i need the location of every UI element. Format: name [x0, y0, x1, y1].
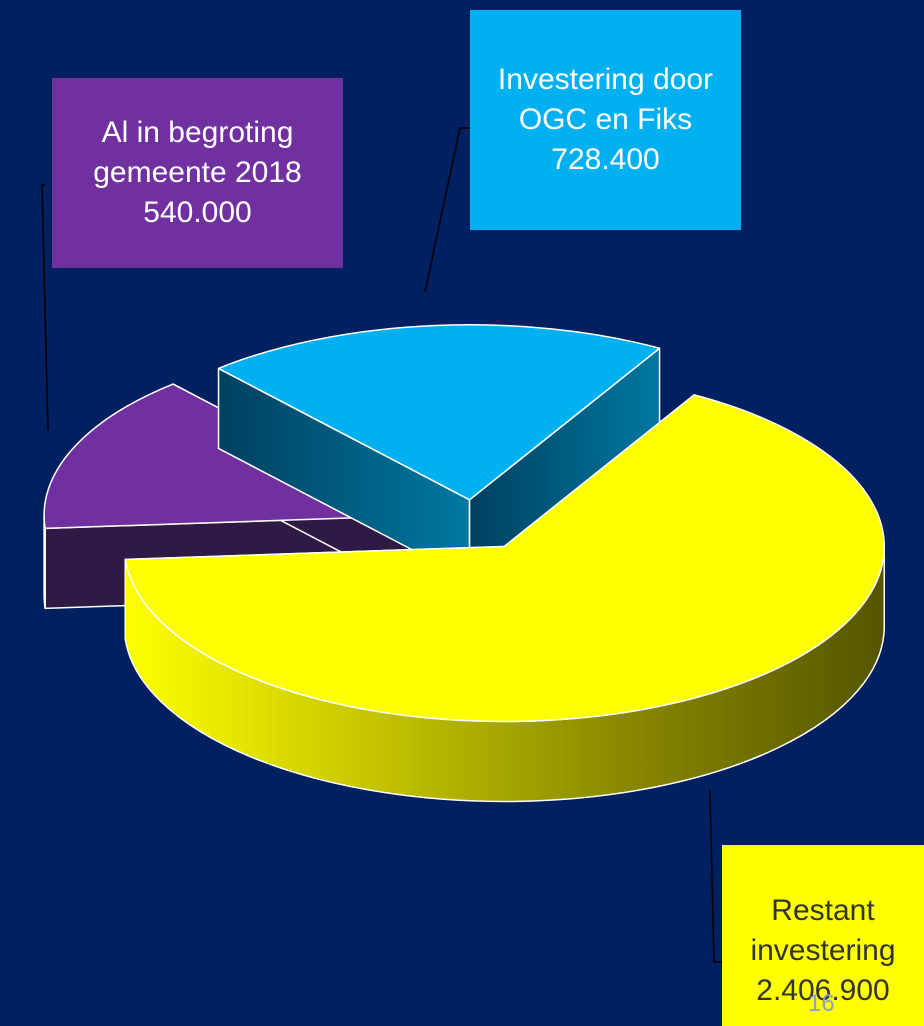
- label-value: 728.400: [551, 143, 660, 176]
- page-number: 16: [808, 990, 835, 1017]
- slice: [217, 324, 661, 501]
- label-value: 2.406.900: [756, 973, 890, 1007]
- label-value: 540.000: [143, 196, 252, 229]
- leader-line: [424, 127, 470, 293]
- slice-wall: [43, 514, 46, 610]
- label-category: Al in begroting gemeente 2018: [93, 116, 302, 189]
- leader-line: [709, 789, 722, 963]
- label-category: Investering door OGC en Fiks: [497, 63, 714, 136]
- label-box: Al in begroting gemeente 2018 540.000: [52, 78, 343, 268]
- leader-line: [41, 184, 49, 431]
- pie: [43, 324, 885, 803]
- slice: [124, 394, 885, 723]
- label-box: Restant investering 2.406.900: [722, 845, 924, 1026]
- label-category: Restant investering: [750, 893, 896, 967]
- label-box: Investering door OGC en Fiks 728.400: [470, 10, 741, 230]
